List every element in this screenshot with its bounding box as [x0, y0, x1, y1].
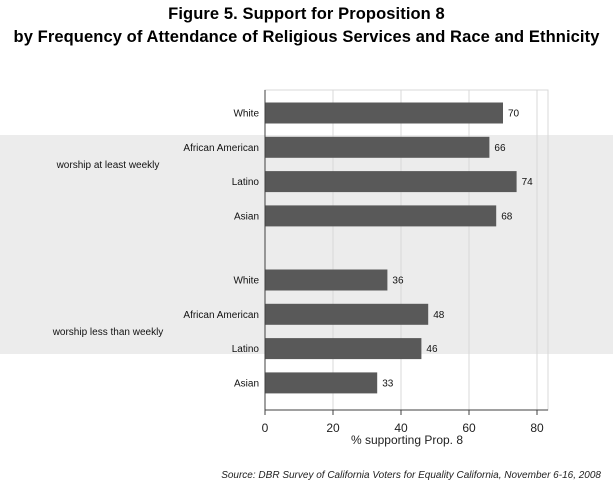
bar-group2-1	[265, 269, 388, 291]
data-label-group1-3: 74	[522, 177, 534, 188]
data-label-group2-4: 33	[382, 378, 394, 389]
group-label-2: worship less than weekly	[52, 327, 164, 338]
group-label-1: worship at least weekly	[56, 160, 160, 171]
bar-group1-4	[265, 205, 497, 227]
data-label-group1-1: 70	[508, 109, 520, 120]
bar-group1-3	[265, 171, 517, 193]
x-tick-label-80: 80	[530, 421, 544, 435]
x-tick-label-0: 0	[262, 421, 269, 435]
x-tick-label-20: 20	[326, 421, 340, 435]
bar-group2-4	[265, 372, 378, 394]
category-label-group1-2: African American	[183, 143, 259, 154]
data-label-group2-3: 46	[426, 344, 438, 355]
category-label-group1-4: Asian	[234, 211, 259, 222]
category-label-group2-1: White	[233, 276, 259, 287]
category-label-group2-2: African American	[183, 310, 259, 321]
data-label-group2-1: 36	[392, 276, 404, 287]
x-tick-label-40: 40	[394, 421, 408, 435]
category-label-group2-3: Latino	[232, 344, 260, 355]
category-label-group1-3: Latino	[232, 177, 260, 188]
data-label-group1-2: 66	[494, 143, 506, 154]
data-label-group2-2: 48	[433, 310, 445, 321]
data-label-group1-4: 68	[501, 211, 513, 222]
x-tick-label-60: 60	[462, 421, 476, 435]
bar-group2-3	[265, 338, 422, 360]
source-note: Source: DBR Survey of California Voters …	[221, 470, 601, 481]
category-label-group1-1: White	[233, 109, 259, 120]
category-label-group2-4: Asian	[234, 378, 259, 389]
x-axis-title: % supporting Prop. 8	[351, 433, 463, 447]
bar-group2-2	[265, 303, 429, 325]
bar-group1-2	[265, 136, 490, 158]
bar-group1-1	[265, 102, 503, 124]
chart-title-line-2: by Frequency of Attendance of Religious …	[13, 28, 600, 46]
chart-title-line-1: Figure 5. Support for Proposition 8	[168, 5, 445, 23]
